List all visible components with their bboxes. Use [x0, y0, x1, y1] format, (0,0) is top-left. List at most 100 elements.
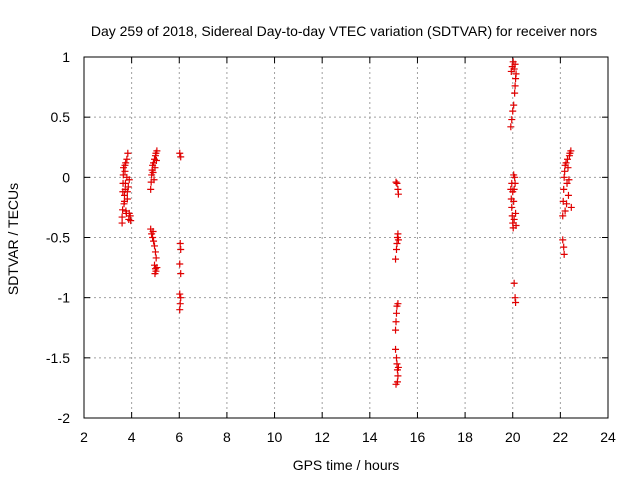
data-point: [176, 260, 184, 268]
data-point: [564, 155, 572, 163]
data-point: [119, 171, 127, 179]
data-point: [393, 179, 401, 187]
x-tick-label: 22: [553, 429, 569, 445]
x-tick-label: 6: [175, 429, 183, 445]
data-point: [149, 227, 157, 235]
data-point: [152, 156, 160, 164]
data-point: [121, 161, 129, 169]
chart-title: Day 259 of 2018, Sidereal Day-to-day VTE…: [91, 23, 597, 39]
data-point: [564, 164, 572, 172]
data-point: [393, 240, 401, 248]
data-point: [510, 65, 518, 73]
x-tick-label: 20: [505, 429, 521, 445]
data-point: [123, 155, 131, 163]
data-point: [394, 300, 402, 308]
data-point: [567, 147, 575, 155]
x-tick-label: 4: [128, 429, 136, 445]
data-point: [153, 264, 161, 272]
data-point: [564, 191, 572, 199]
data-point: [392, 326, 400, 334]
y-tick-label: 0.5: [51, 109, 71, 125]
data-point: [120, 197, 128, 205]
y-axis-label: SDTVAR / TECUs: [5, 183, 21, 295]
data-point: [511, 82, 519, 90]
data-point: [121, 179, 129, 187]
data-point: [177, 153, 185, 161]
data-point: [176, 300, 184, 308]
y-tick-label: -1: [58, 290, 71, 306]
data-point: [151, 164, 159, 172]
data-point: [507, 123, 515, 131]
data-point: [150, 237, 158, 245]
data-point: [177, 246, 185, 254]
x-tick-label: 8: [223, 429, 231, 445]
data-point: [153, 147, 161, 155]
data-point: [394, 372, 402, 380]
data-point: [392, 178, 400, 186]
x-tick-label: 10: [267, 429, 283, 445]
data-point: [392, 354, 400, 362]
data-point: [394, 363, 402, 371]
data-point: [509, 107, 517, 115]
data-point: [177, 294, 185, 302]
data-point: [562, 159, 570, 167]
data-point: [512, 209, 520, 217]
data-point: [511, 60, 519, 68]
data-point: [118, 219, 126, 227]
x-tick-label: 14: [362, 429, 378, 445]
data-point: [561, 167, 569, 175]
data-point: [512, 298, 520, 306]
y-tick-label: -0.5: [46, 230, 70, 246]
data-point: [509, 188, 517, 196]
x-tick-label: 16: [410, 429, 426, 445]
data-point: [560, 185, 568, 193]
data-point: [510, 279, 518, 287]
data-point: [510, 215, 518, 223]
data-point: [567, 203, 575, 211]
data-point: [392, 345, 400, 353]
data-point: [177, 270, 185, 278]
data-point: [392, 246, 400, 254]
data-point: [559, 236, 567, 244]
data-point: [508, 179, 516, 187]
data-point: [123, 188, 131, 196]
data-point: [149, 234, 157, 241]
data-point: [120, 191, 128, 199]
data-point: [125, 176, 133, 184]
data-point: [511, 89, 519, 97]
data-point: [560, 250, 568, 258]
data-point: [176, 149, 184, 157]
data-point: [561, 207, 569, 215]
data-point: [508, 116, 516, 124]
data-point: [119, 206, 127, 214]
data-point: [560, 173, 568, 181]
data-point: [512, 70, 520, 78]
x-tick-label: 18: [457, 429, 473, 445]
x-tick-label: 12: [314, 429, 330, 445]
x-tick-label: 24: [600, 429, 616, 445]
data-point: [392, 318, 400, 326]
data-point: [124, 149, 132, 157]
grid-layer: [84, 57, 608, 418]
data-point: [150, 176, 158, 184]
x-axis-label: GPS time / hours: [293, 457, 400, 473]
data-point: [560, 243, 568, 251]
data-point: [393, 378, 401, 386]
data-point: [565, 176, 573, 184]
data-point: [394, 230, 402, 238]
data-point: [152, 254, 160, 262]
data-point: [151, 248, 159, 256]
data-point: [151, 270, 159, 278]
data-point: [124, 183, 132, 191]
data-points: [118, 58, 575, 388]
y-tick-label: -2: [58, 410, 71, 426]
data-point: [118, 213, 126, 221]
data-point: [563, 200, 571, 208]
data-point: [559, 212, 567, 220]
data-point: [176, 290, 184, 298]
data-point: [392, 309, 400, 317]
y-tick-label: 0: [62, 169, 70, 185]
data-point: [121, 167, 129, 175]
